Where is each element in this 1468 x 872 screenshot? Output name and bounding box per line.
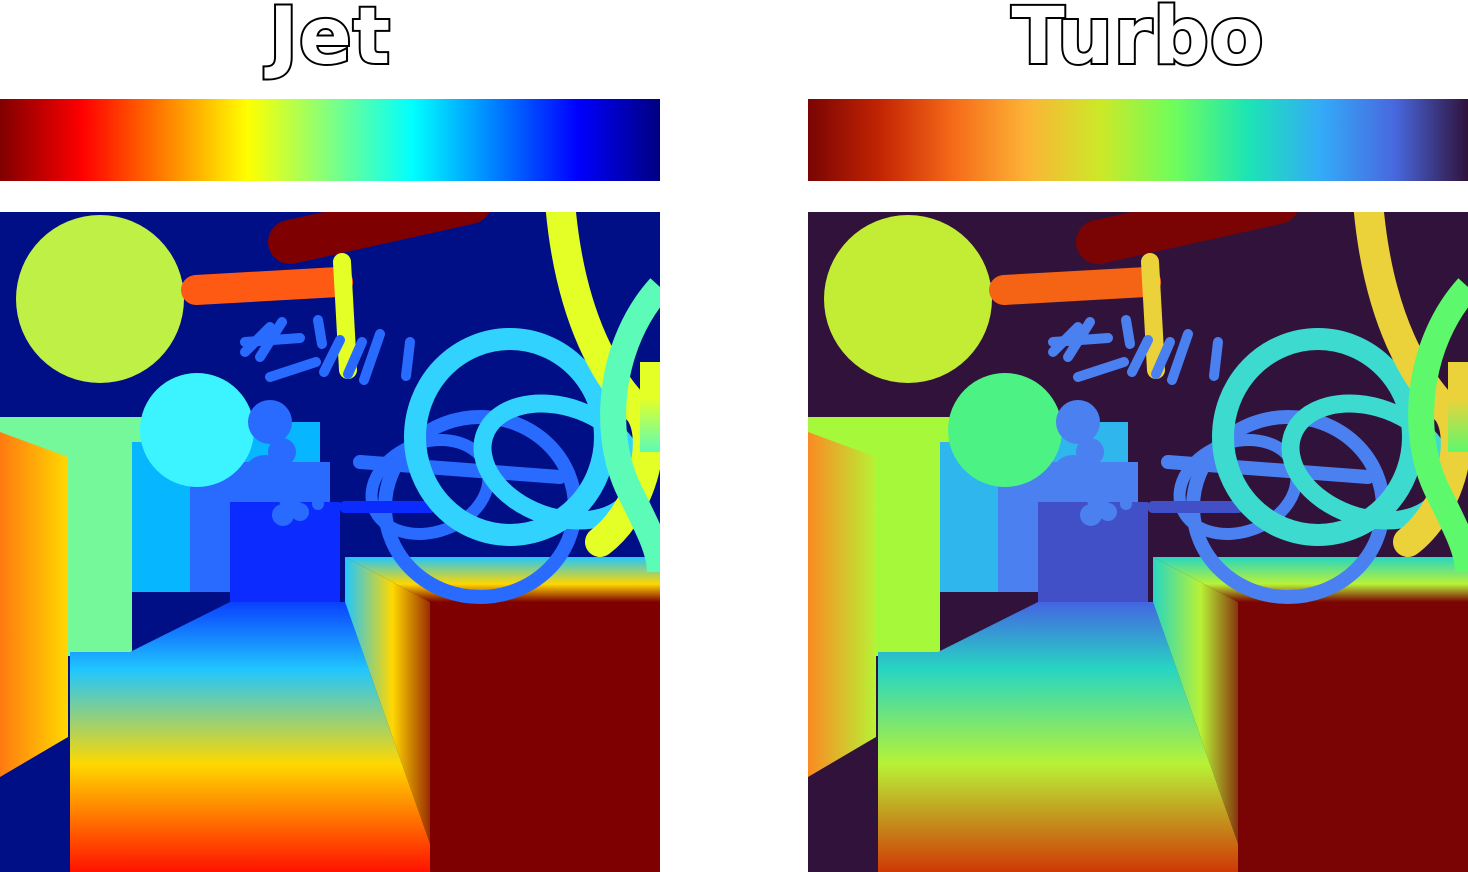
small-ball [248, 400, 292, 444]
right-arc-bar [640, 362, 660, 452]
small-stick [313, 315, 327, 349]
small-ball [1120, 498, 1132, 510]
vertical-rod [333, 253, 357, 379]
right-arc-bar [1448, 362, 1468, 452]
small-stick [1151, 337, 1175, 379]
small-ball [299, 482, 311, 494]
small-stick [343, 337, 367, 379]
small-ball [1099, 503, 1117, 521]
small-ball [291, 503, 309, 521]
jet-panel: Jet [0, 0, 660, 872]
right-arc-inner [600, 278, 660, 573]
small-stick [265, 357, 321, 382]
small-ball [278, 485, 302, 509]
small-stick [240, 333, 305, 347]
vertical-rod [1141, 253, 1165, 379]
small-stick [1209, 337, 1223, 381]
torus-strand [1161, 455, 1375, 484]
near-block-side [1153, 557, 1248, 872]
small-ball [312, 498, 324, 510]
small-ball [243, 455, 287, 499]
torus-strand [353, 455, 567, 484]
small-stick [1048, 333, 1113, 347]
small-ball [1086, 485, 1110, 509]
turbo-depth-map [808, 212, 1468, 872]
medium-ball [948, 373, 1062, 487]
left-wall [808, 432, 876, 777]
jet-title: Jet [267, 0, 392, 82]
near-block-face [1238, 602, 1468, 872]
small-stick [1073, 357, 1129, 382]
jet-depth-map [0, 212, 660, 872]
near-block-face [430, 602, 660, 872]
overhead-log [268, 212, 490, 264]
right-arc-inner [1408, 278, 1468, 573]
near-block-top [1153, 557, 1468, 602]
large-ball [824, 215, 992, 383]
small-ball [1080, 504, 1102, 526]
small-stick [1127, 335, 1153, 377]
near-block-top [345, 557, 660, 602]
jet-colorbar [0, 99, 660, 181]
turbo-panel: Turbo [808, 0, 1468, 872]
overhead-log [1076, 212, 1298, 264]
small-ball [1107, 482, 1119, 494]
left-wall [0, 432, 68, 777]
small-ball [272, 504, 294, 526]
small-ball [1056, 400, 1100, 444]
horizontal-pipe [181, 267, 353, 305]
turbo-colorbar [808, 99, 1468, 181]
small-stick [359, 329, 385, 385]
small-stick [1121, 315, 1135, 349]
small-stick [401, 337, 415, 381]
near-block-side [345, 557, 440, 872]
large-ball [16, 215, 184, 383]
small-ball [1051, 455, 1095, 499]
small-stick [1167, 329, 1193, 385]
floor [878, 602, 1248, 872]
medium-ball [140, 373, 254, 487]
floor [70, 602, 440, 872]
horizontal-pipe [989, 267, 1161, 305]
small-stick [319, 335, 345, 377]
turbo-title: Turbo [1009, 0, 1265, 82]
